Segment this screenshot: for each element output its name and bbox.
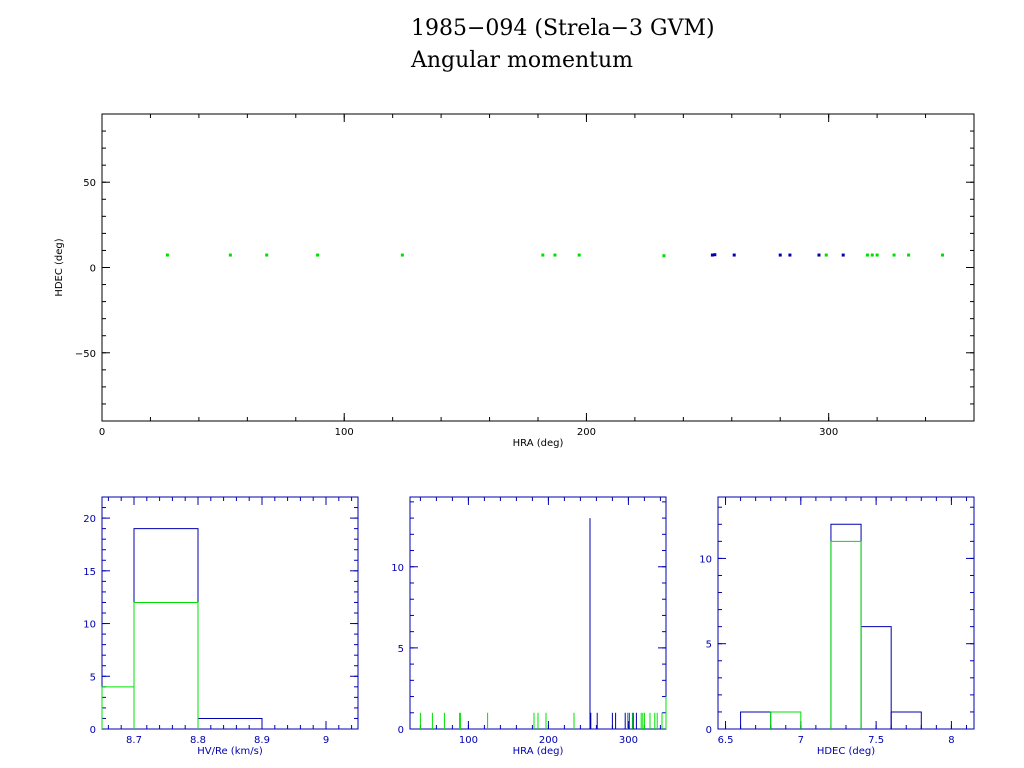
panel1-data-point	[778, 253, 782, 257]
panel1-data-point	[907, 253, 911, 257]
panel2-x-tick-label: 8.7	[126, 735, 142, 746]
panel3-x-axis-label: HRA (deg)	[513, 746, 564, 757]
panel1-data-point	[732, 253, 736, 257]
panel1-data-point	[165, 253, 169, 257]
panel2-histogram-bar	[197, 717, 263, 729]
panel2-y-tick-label: 0	[90, 725, 96, 736]
panel1-data-point	[870, 253, 874, 257]
panel2-x-tick-label: 8.8	[190, 735, 206, 746]
panel2-y-tick-label: 20	[83, 514, 96, 525]
panel1-data-point	[400, 253, 404, 257]
panel1-data-point	[662, 254, 666, 258]
panel4-histogram-bar	[830, 523, 862, 729]
panel4-x-axis-label: HDEC (deg)	[817, 746, 875, 757]
panel1-data-point	[824, 253, 828, 257]
panel1-data-point	[941, 253, 945, 257]
panel2-y-tick-label: 10	[83, 620, 96, 631]
panel4-histogram-bar	[860, 626, 892, 729]
panel1-data-point	[865, 253, 869, 257]
panel1-data-point	[713, 253, 717, 257]
panel3-x-tick-label: 300	[619, 735, 638, 746]
panel3-y-tick-label: 0	[398, 725, 404, 736]
panel1-data-point	[541, 253, 545, 257]
panel1-data-point	[228, 253, 232, 257]
panel2-x-tick-label: 8.9	[254, 735, 270, 746]
panel1-data-point	[577, 253, 581, 257]
panel1-data-point	[265, 253, 269, 257]
panel2-y-tick-label: 5	[90, 672, 96, 683]
panel3-y-tick-label: 10	[391, 563, 404, 574]
panel1-x-tick-label: 0	[99, 427, 105, 438]
panel1-data-point	[710, 253, 714, 257]
panel1-y-tick-label: −50	[75, 349, 96, 360]
panel1-frame	[101, 113, 975, 422]
panel2-x-tick-label: 9	[323, 735, 329, 746]
panel4-y-tick-label: 10	[699, 554, 712, 565]
panel2-frame	[101, 496, 359, 730]
panel4-x-tick-label: 7.5	[868, 735, 884, 746]
panel1-x-tick-label: 200	[577, 427, 596, 438]
panel4-histogram-bar	[890, 711, 922, 729]
panel3-x-tick-label: 200	[539, 735, 558, 746]
panel4-histogram-bar	[770, 711, 802, 729]
panel4-x-tick-label: 6.5	[718, 735, 734, 746]
panel4-frame	[717, 496, 975, 730]
panel3-x-tick-label: 100	[459, 735, 478, 746]
chart-title: 1985−094 (Strela−3 GVM)	[411, 16, 715, 41]
panel1-data-point	[841, 253, 845, 257]
panel2-histogram-bar	[101, 686, 135, 729]
panel1-data-point	[817, 253, 821, 257]
panel3-frame	[409, 496, 667, 730]
panel1-data-point	[892, 253, 896, 257]
panel4-y-tick-label: 0	[706, 725, 712, 736]
panel4-y-tick-label: 5	[706, 640, 712, 651]
panel1-y-tick-label: 50	[83, 178, 96, 189]
panel4-x-tick-label: 8	[948, 735, 954, 746]
panel1-data-point	[875, 253, 879, 257]
panel4-x-tick-label: 7	[798, 735, 804, 746]
panel2-x-axis-label: HV/Re (km/s)	[197, 746, 263, 757]
panel1-data-point	[316, 253, 320, 257]
panel2-y-tick-label: 15	[83, 567, 96, 578]
panel1-x-tick-label: 300	[819, 427, 838, 438]
panel1-x-axis-label: HRA (deg)	[513, 438, 564, 449]
panel3-y-tick-label: 5	[398, 644, 404, 655]
panel1-data-point	[788, 253, 792, 257]
panel1-data-point	[553, 253, 557, 257]
panel1-x-tick-label: 100	[335, 427, 354, 438]
panel1-y-tick-label: 0	[90, 264, 96, 275]
chart-subtitle: Angular momentum	[411, 48, 633, 73]
panel2-histogram-bar	[133, 601, 199, 729]
panel4-histogram-bar	[830, 540, 862, 729]
panel2-histogram-bar	[133, 528, 199, 729]
panel1-y-axis-label: HDEC (deg)	[54, 238, 65, 296]
